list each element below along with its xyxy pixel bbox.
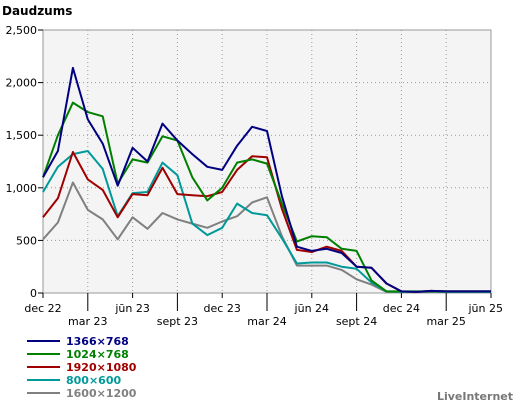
x-tick-label: jūn 24	[294, 302, 330, 315]
x-tick-label: sept 24	[336, 315, 377, 328]
x-tick-label: mar 24	[247, 315, 286, 328]
x-tick-label: jūn 23	[114, 302, 150, 315]
x-tick-label: dec 23	[204, 302, 241, 315]
legend-label: 1920×1080	[66, 361, 137, 374]
x-tick-label: jūn 25	[468, 302, 504, 315]
y-axis: 0 500 1,000 1,500 2,000 2,500	[6, 24, 43, 300]
legend-label: 1366×768	[66, 335, 129, 348]
series-lines	[42, 66, 491, 293]
y-tick-label: 1,000	[6, 182, 38, 195]
legend-label: 1024×768	[66, 348, 129, 361]
x-tick-label: mar 25	[426, 315, 465, 328]
legend: 1366×7681024×7681920×1080800×6001600×120…	[27, 335, 137, 400]
y-tick-label: 2,500	[6, 24, 38, 37]
x-tick-label: dec 22	[24, 302, 61, 315]
chart-title: Daudzums	[2, 4, 72, 18]
y-tick-label: 1,500	[6, 129, 38, 142]
y-tick-label: 0	[30, 287, 37, 300]
series-line	[42, 66, 491, 293]
credit-label: LiveInternet	[437, 390, 513, 403]
plot-area	[42, 29, 492, 294]
x-axis: dec 22 mar 23 jūn 23 sept 23 dec 23 mar 24 jūn…	[24, 293, 503, 328]
x-tick-label: dec 24	[383, 302, 420, 315]
x-tick-label: sept 23	[157, 315, 198, 328]
y-tick-label: 500	[16, 234, 37, 247]
y-tick-label: 2,000	[6, 77, 38, 90]
legend-label: 1600×1200	[66, 387, 137, 400]
legend-label: 800×600	[66, 374, 121, 387]
x-tick-label: mar 23	[68, 315, 107, 328]
